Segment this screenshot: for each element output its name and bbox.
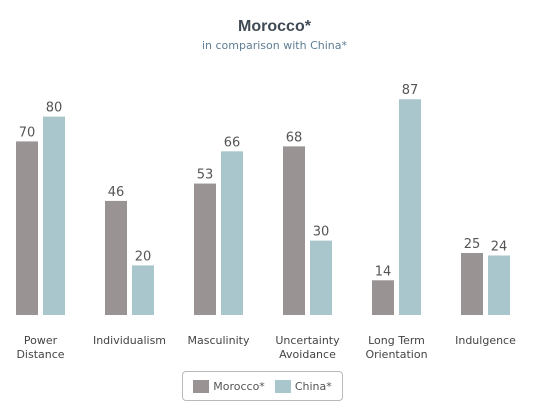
legend-label-china: China* — [294, 379, 332, 393]
data-label-morocco-masculinity: 53 — [197, 168, 214, 183]
data-label-morocco-power-distance: 70 — [19, 125, 36, 140]
bar-morocco-uncertainty-avoidance[interactable] — [283, 146, 305, 315]
chart-subtitle: in comparison with China* — [201, 39, 347, 52]
legend-label-morocco: Morocco* — [213, 379, 265, 393]
bar-morocco-long-term-orientation[interactable] — [372, 280, 394, 315]
data-label-morocco-long-term-orientation: 14 — [375, 264, 392, 279]
data-label-china-individualism: 20 — [135, 249, 152, 264]
category-label-individualism: Individualism — [93, 334, 166, 347]
bar-china-uncertainty-avoidance[interactable] — [310, 240, 332, 315]
data-label-china-uncertainty-avoidance: 30 — [313, 225, 330, 240]
data-label-china-masculinity: 66 — [224, 135, 241, 150]
data-label-morocco-indulgence: 25 — [464, 237, 481, 252]
category-label-uncertainty-avoidance: Uncertainty Avoidance — [275, 334, 340, 361]
category-label-long-term-orientation: Long Term Orientation — [365, 334, 427, 361]
data-label-china-indulgence: 24 — [491, 239, 508, 254]
data-label-morocco-individualism: 46 — [108, 185, 125, 200]
data-label-china-long-term-orientation: 87 — [402, 83, 419, 98]
legend-item-china[interactable]: China* — [274, 379, 332, 393]
bar-china-masculinity[interactable] — [221, 151, 243, 315]
category-label-power-distance: Power Distance — [16, 334, 64, 361]
legend: Morocco* China* — [182, 371, 343, 401]
legend-swatch-morocco — [193, 379, 210, 393]
data-label-china-power-distance: 80 — [46, 101, 63, 116]
category-label-indulgence: Indulgence — [455, 334, 516, 347]
legend-swatch-china — [274, 379, 291, 393]
bar-china-long-term-orientation[interactable] — [399, 99, 421, 316]
bar-morocco-indulgence[interactable] — [461, 253, 483, 315]
category-label-masculinity: Masculinity — [188, 334, 250, 347]
bar-china-individualism[interactable] — [132, 265, 154, 315]
bar-china-power-distance[interactable] — [43, 116, 65, 315]
bar-china-indulgence[interactable] — [488, 255, 510, 315]
bar-morocco-power-distance[interactable] — [16, 141, 38, 315]
legend-item-morocco[interactable]: Morocco* — [193, 379, 265, 393]
data-label-morocco-uncertainty-avoidance: 68 — [286, 130, 303, 145]
chart-title: Morocco* — [238, 18, 311, 35]
bar-morocco-masculinity[interactable] — [194, 183, 216, 315]
bar-morocco-individualism[interactable] — [105, 200, 127, 315]
